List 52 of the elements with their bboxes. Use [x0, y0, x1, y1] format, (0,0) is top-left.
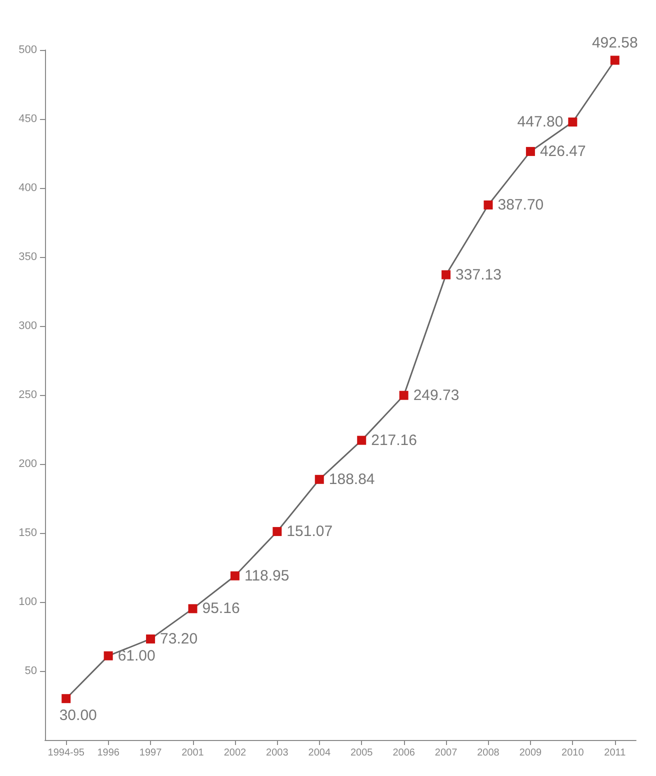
x-tick-label: 2009: [519, 748, 542, 758]
point: [484, 200, 493, 210]
y-tick-label: 200: [18, 458, 37, 470]
data-label: 188.84: [328, 470, 375, 488]
x-tick-label: 1997: [139, 748, 162, 758]
x-tick-label: 2010: [562, 748, 584, 758]
data-label: 387.70: [498, 196, 544, 214]
y-tick-label: 300: [18, 320, 37, 332]
point: [230, 571, 240, 580]
point: [272, 527, 282, 536]
x-tick-label: 1994-95: [48, 748, 85, 758]
data-label: 492.58: [592, 34, 638, 52]
x-tick-label: 2002: [224, 748, 247, 758]
point: [314, 474, 324, 484]
data-label: 151.07: [286, 523, 333, 540]
point: [146, 634, 156, 644]
x-tick-label: 2011: [604, 748, 626, 758]
x-tick-label: 2007: [434, 748, 458, 758]
x-tick-label: 2005: [350, 748, 374, 758]
point: [104, 651, 113, 660]
data-label: 337.13: [456, 266, 502, 284]
x-tick-label: 2004: [308, 748, 331, 758]
y-tick-label: 350: [18, 251, 37, 263]
point: [526, 146, 535, 156]
data-label: 30.00: [59, 707, 97, 724]
data-label: 249.73: [413, 386, 460, 404]
y-tick-label: 50: [24, 665, 37, 677]
x-tick-label: 1996: [97, 748, 120, 758]
y-tick-label: 400: [18, 182, 37, 194]
y-tick-label: 150: [18, 527, 37, 539]
x-tick-label: 2001: [182, 748, 204, 758]
point: [568, 118, 578, 127]
data-label: 73.20: [160, 630, 198, 648]
data-label: 447.80: [517, 114, 564, 131]
y-tick-label: 500: [18, 44, 37, 56]
point: [188, 604, 198, 614]
data-label: 217.16: [371, 432, 417, 449]
data-label: 426.47: [540, 142, 586, 160]
y-tick-label: 450: [18, 113, 37, 125]
point: [357, 436, 366, 445]
x-tick-label: 2008: [477, 748, 500, 758]
y-tick-label: 250: [18, 389, 37, 401]
x-tick-label: 2006: [392, 748, 416, 758]
point: [610, 56, 620, 65]
y-tick-label: 100: [18, 596, 37, 608]
x-tick-label: 2003: [266, 748, 289, 758]
data-label: 95.16: [202, 600, 240, 618]
data-label: 118.95: [244, 567, 290, 584]
point: [442, 270, 451, 280]
point: [62, 694, 71, 704]
data-label: 61.00: [118, 647, 156, 664]
point: [399, 390, 408, 400]
